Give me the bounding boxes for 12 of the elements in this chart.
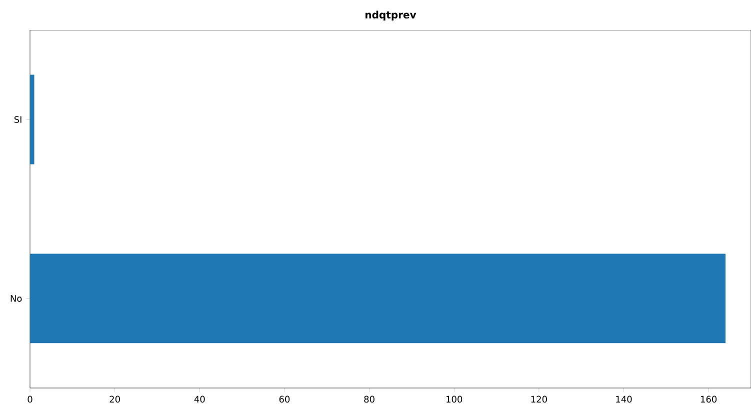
x-tick-label: 0 [28,396,32,403]
y-tick-label: No [10,295,22,302]
x-tick-label: 160 [700,396,717,403]
x-tick-label: 80 [364,396,374,403]
x-tick-label: 20 [110,396,120,403]
chart-title: ndqtprev [366,10,416,20]
x-tick-label: 120 [531,396,547,403]
x-tick-label: 40 [194,396,205,403]
y-tick-label: SI [14,116,22,123]
x-tick-label: 100 [446,396,462,403]
x-tick-label: 60 [279,396,290,403]
x-tick-label: 140 [616,396,632,403]
